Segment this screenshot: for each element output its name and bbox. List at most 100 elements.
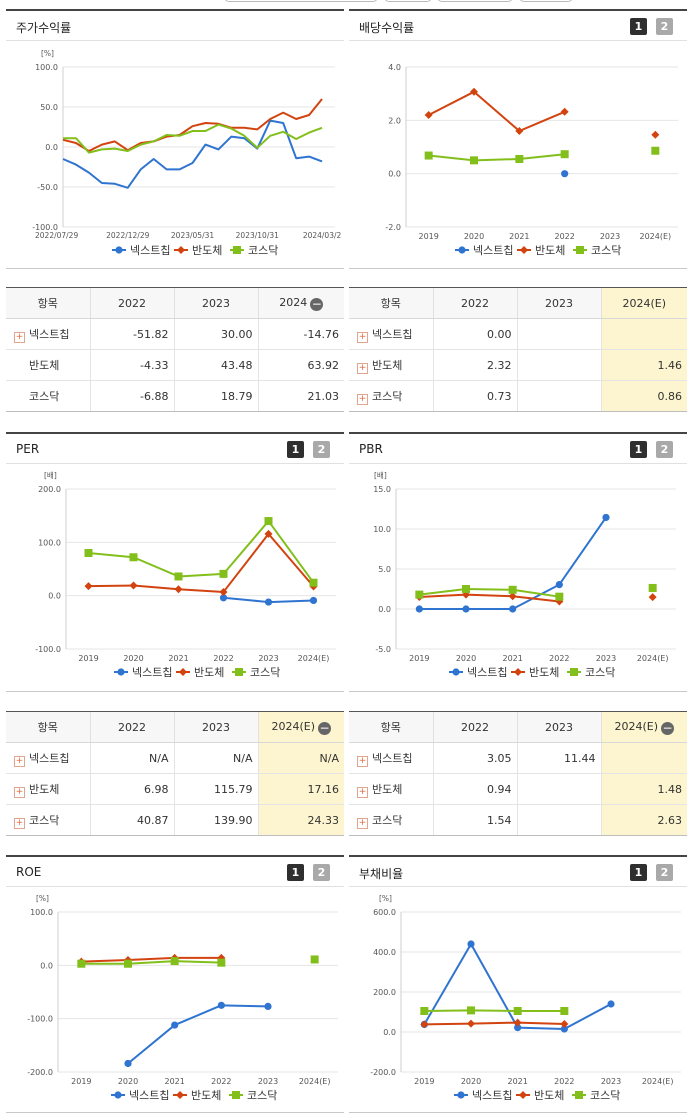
expand-plus-icon[interactable]: + <box>357 331 368 343</box>
data-point <box>174 572 183 581</box>
table-cell: 21.03 <box>257 380 344 412</box>
legend-label: 넥스트칩 <box>467 666 507 679</box>
page-2-button[interactable]: 2 <box>656 864 673 881</box>
table-cell: -14.76 <box>257 318 344 350</box>
x-tick-label: 2019 <box>414 1077 434 1086</box>
data-point <box>462 605 470 613</box>
row-label: 코스닥 <box>372 813 403 827</box>
x-tick-label: 2024(E) <box>642 1077 674 1086</box>
table-cell: 24.33 <box>257 804 344 836</box>
table-cell: 3.05 <box>432 742 517 774</box>
stock-return-table: 항목 2022 2023 2024− + 넥스트칩 -51.82 30.00 -14.76 반도체… <box>6 287 344 412</box>
x-tick-label: 2021 <box>164 1077 184 1086</box>
expand-plus-icon[interactable]: + <box>14 755 25 767</box>
data-point <box>217 953 226 962</box>
expand-plus-icon[interactable]: + <box>357 362 368 374</box>
row-label: 넥스트칩 <box>29 327 70 341</box>
page-1-button[interactable]: 1 <box>287 441 304 458</box>
panel-header: PBR 1 2 <box>349 432 687 464</box>
y-unit-label: [%] <box>41 49 54 58</box>
series-2 <box>84 517 318 587</box>
top-button[interactable] <box>224 0 378 2</box>
collapse-icon[interactable]: − <box>310 296 324 311</box>
y-tick-label: -50.0 <box>37 183 58 192</box>
expand-plus-icon[interactable]: + <box>14 786 25 798</box>
x-tick-label: 2024(E) <box>640 232 672 241</box>
top-button[interactable] <box>519 0 573 2</box>
column-header-label: 2023 <box>545 720 573 734</box>
page-2-button[interactable]: 2 <box>313 441 330 458</box>
x-tick-label: 2019 <box>409 654 429 663</box>
series-2 <box>63 123 323 154</box>
top-button[interactable] <box>437 0 513 2</box>
page-1-button[interactable]: 1 <box>287 864 304 881</box>
data-point <box>124 959 132 968</box>
legend-label: 넥스트칩 <box>129 1089 169 1102</box>
y-tick-label: -100.0 <box>35 645 61 654</box>
panel-title: PBR <box>359 442 383 456</box>
y-tick-label: 200.0 <box>38 485 61 494</box>
x-tick-label: 2024(E) <box>298 654 330 663</box>
y-tick-label: 600.0 <box>373 908 396 917</box>
column-header: 2022 <box>89 287 174 319</box>
table-cell <box>600 742 687 774</box>
expand-plus-icon[interactable]: + <box>357 817 368 829</box>
y-tick-label: 400.0 <box>373 948 396 957</box>
collapse-icon[interactable]: − <box>661 720 675 735</box>
roe-panel: ROE 1 2 [%] 100.0 0.0 -100.0 -200.0 2019 2020 2… <box>6 855 344 1113</box>
row-label: 반도체 <box>372 782 403 796</box>
table-row: + 반도체 6.98 115.79 17.16 <box>6 773 344 805</box>
y-tick-label: 4.0 <box>388 63 401 72</box>
page-1-button[interactable]: 1 <box>630 18 647 35</box>
legend-label: 반도체 <box>535 244 565 257</box>
row-label: 넥스트칩 <box>372 327 413 341</box>
table-row: + 코스닥 40.87 139.90 24.33 <box>6 804 344 836</box>
collapse-icon[interactable]: − <box>318 720 332 735</box>
column-header-label: 항목 <box>380 297 401 310</box>
page-2-button[interactable]: 2 <box>656 18 673 35</box>
table-row: + 넥스트칩 N/A N/A N/A <box>6 742 344 774</box>
x-tick-label: 2021 <box>502 654 522 663</box>
series-1 <box>424 87 660 139</box>
page-1-button[interactable]: 1 <box>630 864 647 881</box>
row-label: 코스닥 <box>29 390 60 403</box>
expand-plus-icon[interactable]: + <box>357 786 368 798</box>
row-label-cell: + 반도체 <box>349 349 433 381</box>
x-tick-label: 2024/03/2 <box>303 231 342 240</box>
data-point <box>174 585 183 594</box>
data-point <box>514 1024 522 1032</box>
data-point <box>560 1020 569 1028</box>
page-1-button[interactable]: 1 <box>630 441 647 458</box>
legend-marker <box>179 668 187 676</box>
table-cell: 139.90 <box>173 804 258 836</box>
column-header: 2024(E) − <box>600 711 687 743</box>
data-point <box>462 585 470 593</box>
column-header: 2022 <box>89 711 174 743</box>
column-header-label: 항목 <box>37 721 58 734</box>
table-cell: N/A <box>89 742 174 774</box>
x-tick-label: 2024(E) <box>637 654 669 663</box>
page-2-button[interactable]: 2 <box>313 864 330 881</box>
y-unit-label: [%] <box>379 894 392 903</box>
x-tick-label: 2022 <box>213 654 233 663</box>
expand-plus-icon[interactable]: + <box>14 817 25 829</box>
x-tick-label: 2021 <box>507 1077 527 1086</box>
series-0 <box>561 170 569 178</box>
expand-plus-icon[interactable]: + <box>357 393 368 405</box>
table-cell: 1.54 <box>432 804 517 836</box>
top-button[interactable] <box>384 0 432 2</box>
data-point <box>129 581 138 590</box>
legend-label: 코스닥 <box>247 1089 277 1102</box>
row-label-cell: + 넥스트칩 <box>6 742 90 774</box>
row-label: 반도체 <box>29 782 60 796</box>
legend-marker <box>520 246 528 254</box>
page-2-button[interactable]: 2 <box>656 441 673 458</box>
panel-title: ROE <box>16 865 42 879</box>
x-tick-label: 2019 <box>71 1077 91 1086</box>
data-point <box>470 87 478 96</box>
data-point <box>420 1007 429 1015</box>
legend-label: 반도체 <box>194 666 224 679</box>
expand-plus-icon[interactable]: + <box>14 331 25 343</box>
data-point <box>264 529 273 538</box>
expand-plus-icon[interactable]: + <box>357 755 368 767</box>
